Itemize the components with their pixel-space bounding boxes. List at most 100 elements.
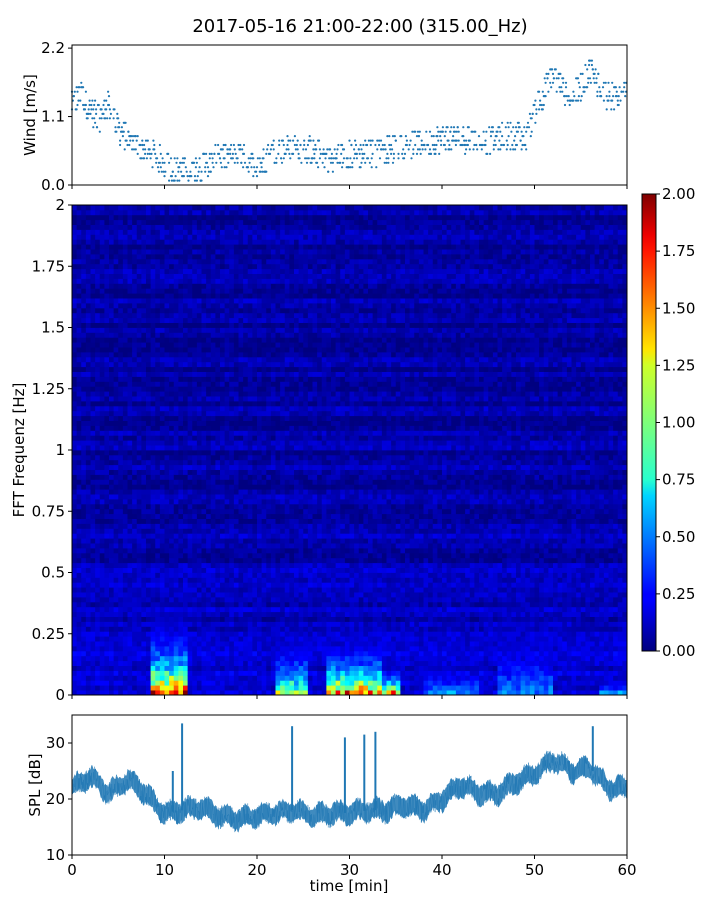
spectrogram-cell [150,621,156,627]
spectrogram-cell [187,356,193,363]
spectrogram-cell [99,332,105,338]
wind-point [183,157,186,160]
wind-point [159,166,162,169]
wind-point [286,143,289,147]
spectrogram-cell [99,249,105,255]
wind-point [242,166,245,169]
spectrogram-cell [187,410,193,417]
spectrogram-cell [159,548,165,554]
spectrogram-cell [99,528,105,534]
wind-point [132,148,136,151]
spectrogram-cell [238,675,244,681]
spectrogram-cell [233,597,239,603]
wind-point [134,135,137,138]
spectrogram-cell [238,494,244,500]
spectrogram-cell [201,435,207,441]
spectrogram-cell [104,229,110,235]
spectrogram-cell [109,636,115,642]
spectrogram-cell [81,396,87,402]
spectrogram-cell [238,660,244,666]
spectrogram-cell [104,528,110,534]
spectrogram-cell [104,312,110,319]
spectrogram-cell [220,650,226,657]
spectrogram-cell [192,278,198,284]
spectrogram-cell [192,366,198,372]
spectrogram-cell [109,258,115,265]
spectrogram-cell [155,258,161,265]
spectrogram-cell [127,469,133,475]
spectrogram-cell [183,484,189,490]
spectrogram-cell [238,219,244,225]
spectrogram-cell [201,494,207,500]
wind-y-axis-label: Wind [m/s] [21,74,39,156]
spectrogram-cell [122,675,128,681]
spectrogram-cell [201,646,207,652]
spectrogram-cell [178,577,184,583]
spectrogram-cell [150,209,156,216]
spectrogram-cell [99,307,105,314]
spectrogram-cell [178,337,184,343]
spectrogram-cell [113,499,119,505]
spectrogram-cell [141,680,147,686]
spectrogram-cell [206,322,212,328]
wind-point [141,143,144,147]
spectrogram-cell [104,263,110,270]
wind-point [551,72,555,75]
spectrogram-cell [104,361,110,368]
spectrogram-cell [99,337,105,343]
spectrogram-cell [243,420,249,426]
spectrogram-cell [252,665,258,671]
spectrogram-cell [122,469,128,475]
wind-point [248,161,251,164]
wind-point [233,161,236,164]
spectrogram-cell [243,469,249,475]
spectrogram-cell [243,229,249,235]
spectrogram-cell [215,430,221,436]
spectrogram-cell [206,430,212,436]
spectrogram-cell [187,592,193,598]
spectrogram-cell [146,690,152,696]
spectrogram-cell [210,249,216,255]
wind-point [382,148,385,151]
spectrogram-cell [164,293,170,299]
spectrogram-cell [183,278,189,284]
spectrogram-cell [118,214,124,221]
spectrogram-cell [155,386,161,392]
spectrogram-cell [206,484,212,490]
spectrogram-cell [90,205,96,211]
spectrogram-cell [136,484,142,490]
wind-point [303,139,306,142]
spectrogram-cell [192,376,198,382]
spectrogram-cell [201,219,207,225]
spectrogram-cell [233,327,239,333]
spectrogram-cell [169,474,175,480]
spectrogram-cell [215,690,221,696]
spectrogram-cell [76,214,82,221]
wind-point [333,148,336,151]
wind-point [389,148,392,151]
spectrogram-cell [210,224,216,230]
spectrogram-cell [113,356,119,363]
spectrogram-cell [224,557,230,564]
spectrogram-cell [192,562,198,568]
spectrogram-cell [178,533,184,539]
spectrogram-cell [150,690,156,696]
spectrogram-cell [127,244,133,250]
spectrogram-cell [122,322,128,328]
spectrogram-cell [169,214,175,221]
spectrogram-cell [150,587,156,593]
spectrogram-cell [141,655,147,662]
spectrogram-cell [118,557,124,564]
spectrogram-cell [95,337,101,343]
spectrogram-cell [132,567,138,573]
spectrogram-cell [118,366,124,372]
spectrogram-cell [233,562,239,568]
spectrogram-cell [132,680,138,686]
spectrogram-cell [122,474,128,480]
spectrogram-cell [127,361,133,368]
wind-point [544,95,547,98]
spectrogram-cell [206,263,212,270]
spectrogram-cell [127,430,133,436]
spectrogram-cell [99,263,105,270]
spectrogram-cell [187,646,193,652]
